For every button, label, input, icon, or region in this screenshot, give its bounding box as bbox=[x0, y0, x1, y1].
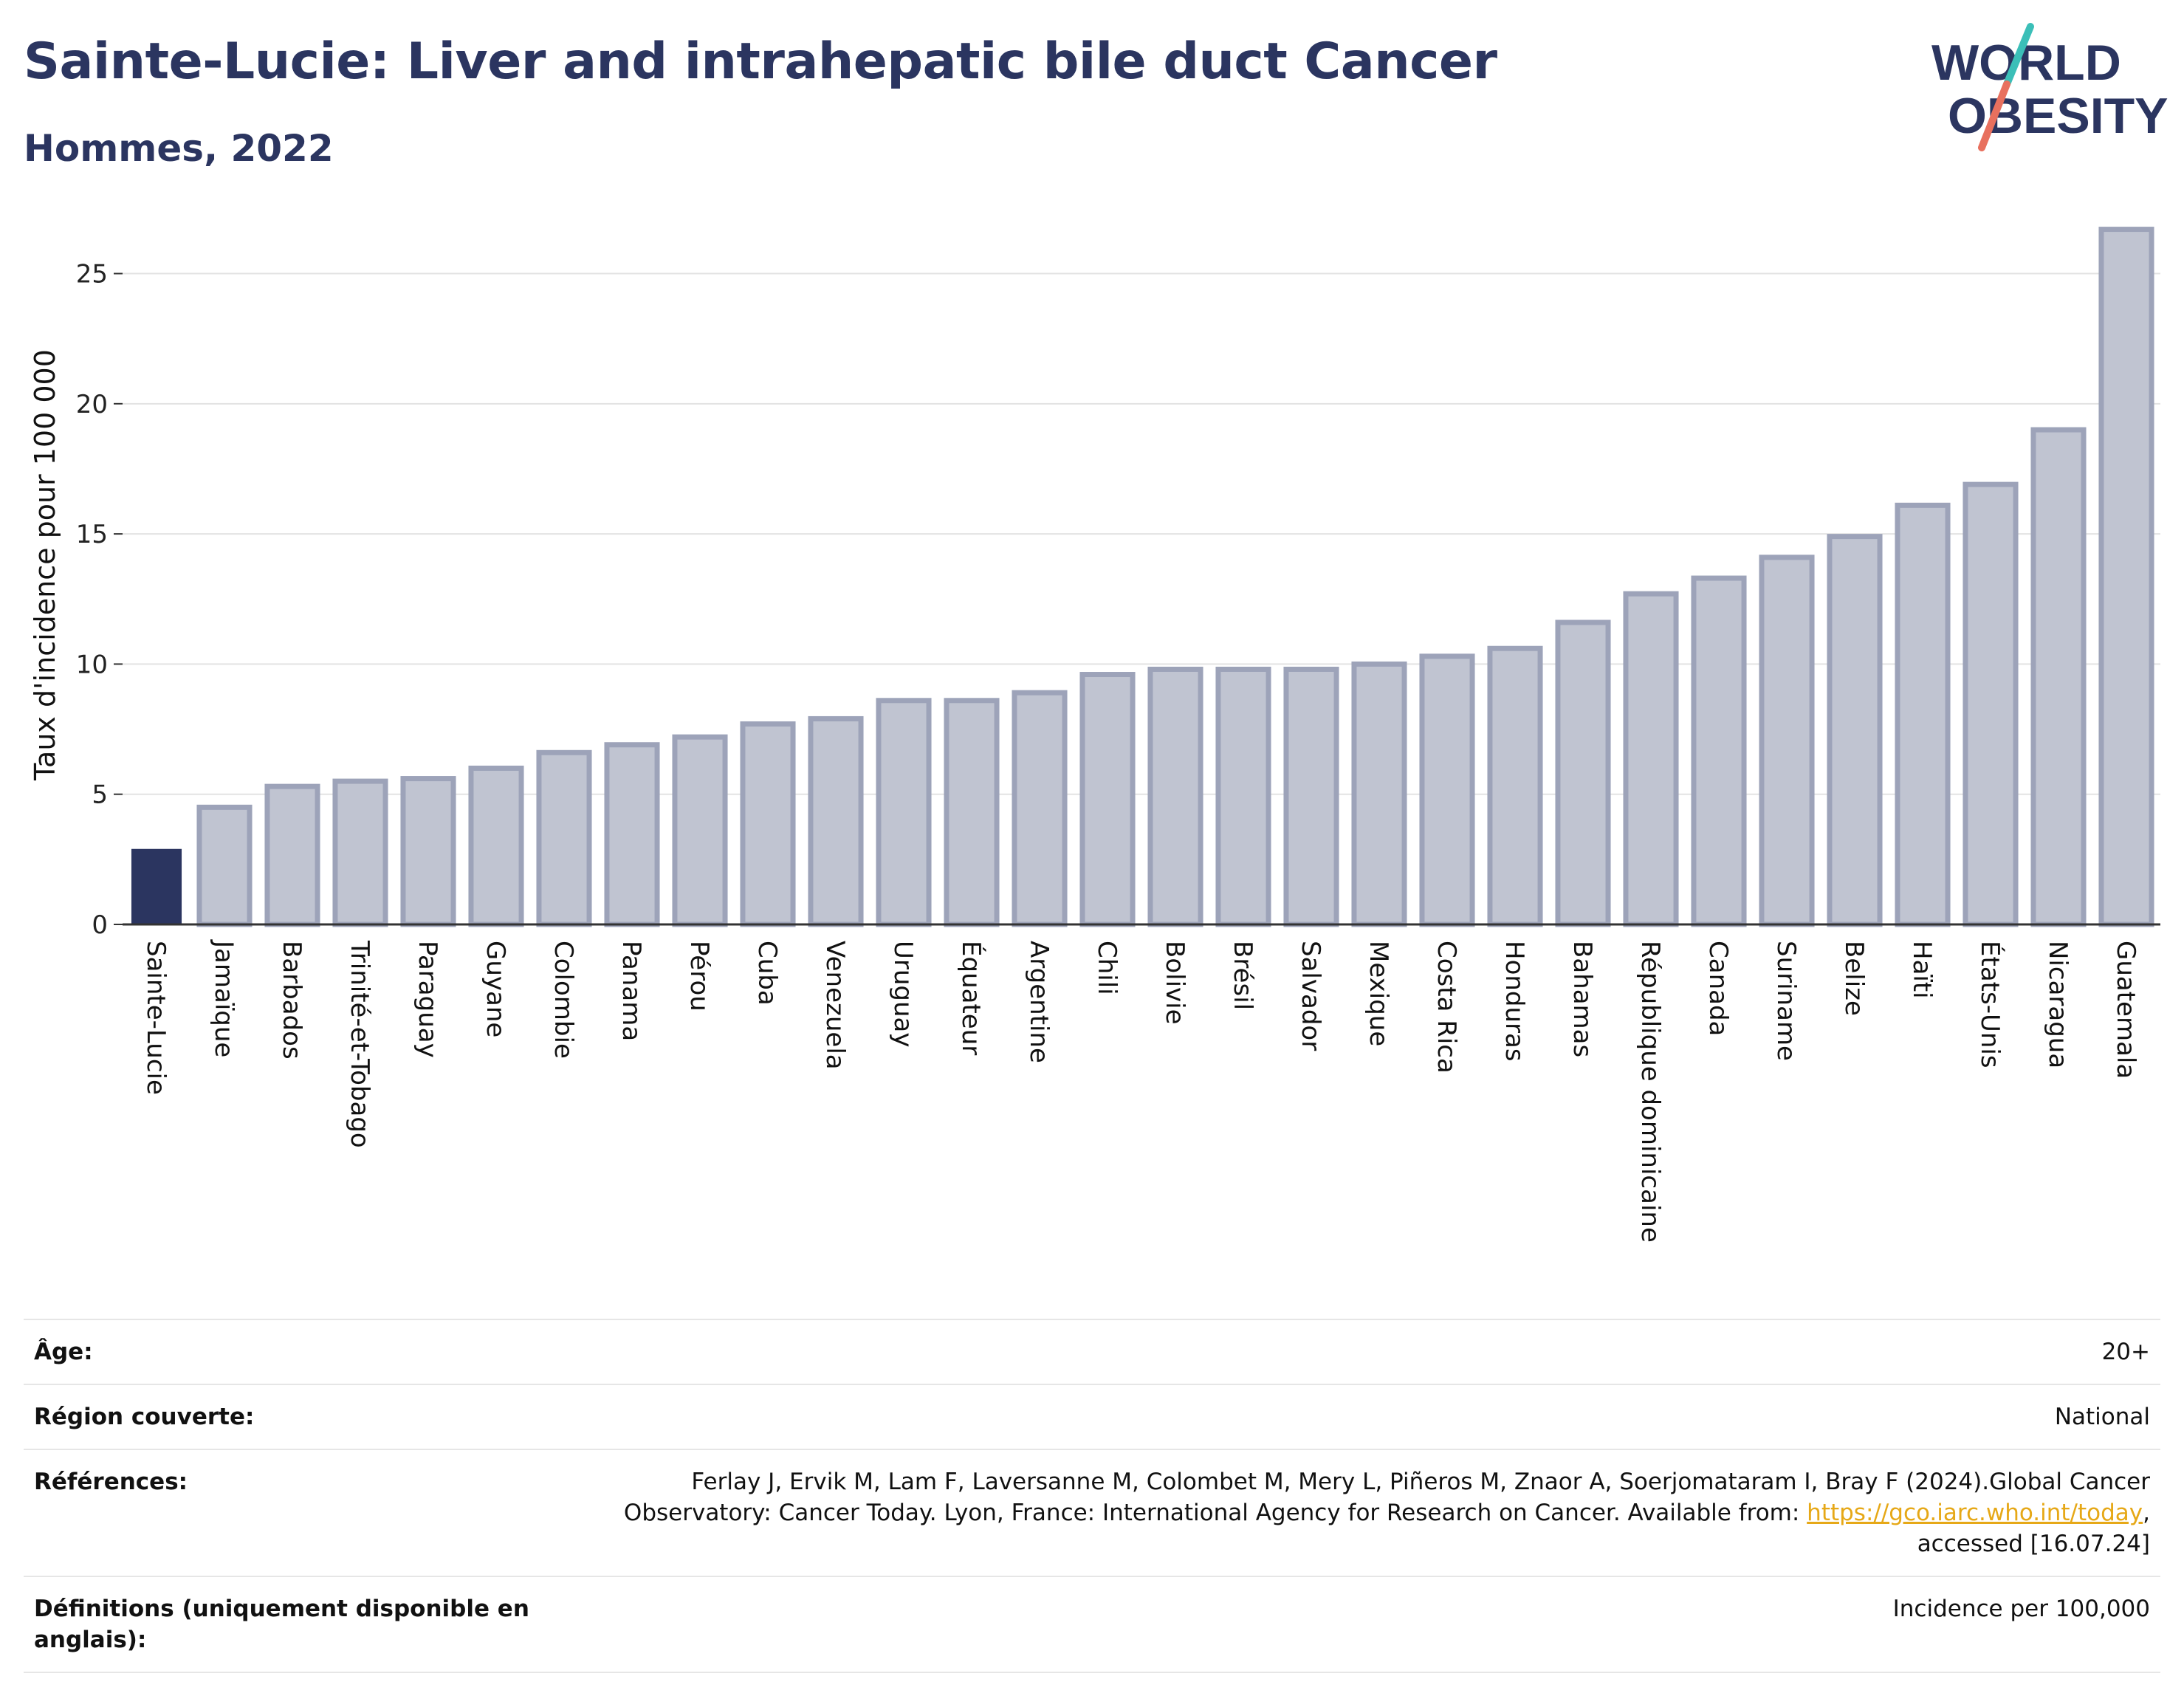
x-tick-label-9: Cuba bbox=[752, 941, 782, 1006]
y-tick-label-15: 15 bbox=[76, 520, 108, 549]
meta-value-region: National bbox=[2054, 1404, 2150, 1430]
x-tick-label-14: Chili bbox=[1092, 941, 1122, 995]
bar-8 bbox=[672, 734, 728, 927]
bar-29 bbox=[2098, 227, 2154, 927]
bar-chart: 0 5 10 15 20 25 Sainte-Lucie Jamaïque Barbados Tr… bbox=[29, 227, 2160, 1243]
x-tick-label-28: Nicaragua bbox=[2043, 941, 2073, 1068]
x-tick-label-4: Paraguay bbox=[413, 941, 442, 1058]
x-tick-label-20: Honduras bbox=[1500, 941, 1529, 1062]
bar-24 bbox=[1759, 555, 1815, 927]
meta-value-age: 20+ bbox=[2101, 1339, 2150, 1365]
bars bbox=[131, 227, 2154, 927]
y-tick-label-10: 10 bbox=[76, 650, 108, 679]
world-obesity-logo: WORLD OBESITY bbox=[1931, 23, 2168, 151]
x-tick-label-2: Barbados bbox=[277, 941, 306, 1060]
y-tick-label-25: 25 bbox=[76, 260, 108, 289]
x-tick-label-1: Jamaïque bbox=[209, 939, 238, 1057]
x-tick-label-0: Sainte-Lucie bbox=[141, 941, 171, 1095]
meta-row-age: Âge: 20+ bbox=[24, 1320, 2160, 1385]
reference-link[interactable]: https://gco.iarc.who.int/today bbox=[1807, 1500, 2143, 1526]
meta-row-region: Région couverte: National bbox=[24, 1385, 2160, 1450]
x-tick-label-29: Guatemala bbox=[2111, 941, 2140, 1079]
chart-title: Sainte-Lucie: Liver and intrahepatic bil… bbox=[24, 32, 1497, 91]
bar-10 bbox=[808, 715, 864, 927]
y-tick-label-5: 5 bbox=[92, 780, 108, 810]
logo-slash-red bbox=[1978, 80, 2010, 151]
bar-6 bbox=[536, 749, 592, 927]
x-tick-label-13: Argentine bbox=[1024, 941, 1054, 1063]
bar-7 bbox=[604, 742, 660, 927]
y-tick-label-20: 20 bbox=[76, 390, 108, 419]
reference-text: Ferlay J, Ervik M, Lam F, Laversanne M, … bbox=[623, 1469, 2150, 1526]
bar-12 bbox=[944, 698, 1000, 927]
bar-0 bbox=[131, 848, 182, 924]
x-tick-label-7: Panama bbox=[617, 941, 646, 1041]
bar-14 bbox=[1079, 672, 1136, 927]
x-tick-label-22: République dominicaine bbox=[1635, 941, 1665, 1243]
meta-row-references: Références: Ferlay J, Ervik M, Lam F, La… bbox=[24, 1450, 2160, 1577]
bar-18 bbox=[1351, 661, 1407, 927]
bar-5 bbox=[468, 765, 524, 927]
y-tick-label-0: 0 bbox=[92, 910, 108, 940]
logo-slash-teal bbox=[2003, 23, 2034, 88]
bar-1 bbox=[196, 804, 253, 927]
meta-value-definitions: Incidence per 100,000 bbox=[1892, 1596, 2150, 1622]
x-tick-label-24: Suriname bbox=[1771, 941, 1801, 1061]
bar-15 bbox=[1147, 666, 1203, 927]
bar-25 bbox=[1827, 534, 1883, 927]
meta-label-definitions: Définitions (uniquement disponible en an… bbox=[34, 1596, 529, 1653]
bar-4 bbox=[400, 776, 456, 927]
x-tick-label-17: Salvador bbox=[1296, 941, 1325, 1051]
bar-23 bbox=[1691, 575, 1747, 927]
bar-22 bbox=[1623, 591, 1679, 927]
meta-value-references: Ferlay J, Ervik M, Lam F, Laversanne M, … bbox=[563, 1466, 2150, 1559]
x-tick-label-10: Venezuela bbox=[820, 941, 850, 1070]
bar-16 bbox=[1215, 666, 1271, 927]
bar-17 bbox=[1283, 666, 1339, 927]
chart-subtitle: Hommes, 2022 bbox=[24, 127, 334, 170]
x-tick-label-5: Guyane bbox=[481, 941, 510, 1037]
metadata-table: Âge: 20+ Région couverte: National Référ… bbox=[24, 1319, 2160, 1673]
x-tick-label-11: Uruguay bbox=[888, 941, 918, 1048]
x-tick-label-26: Haïti bbox=[1907, 941, 1937, 999]
x-tick-label-6: Colombie bbox=[549, 941, 578, 1059]
bar-20 bbox=[1487, 645, 1543, 927]
x-tick-label-12: Équateur bbox=[956, 941, 986, 1055]
x-tick-label-21: Bahamas bbox=[1567, 941, 1597, 1057]
bar-2 bbox=[264, 783, 320, 927]
x-tick-label-27: États-Unis bbox=[1975, 941, 2005, 1068]
bar-27 bbox=[1962, 481, 2019, 927]
gridlines bbox=[123, 272, 2160, 795]
meta-row-definitions: Définitions (uniquement disponible en an… bbox=[24, 1577, 2160, 1673]
bar-26 bbox=[1895, 502, 1951, 927]
bar-11 bbox=[876, 698, 932, 927]
axes: 0 5 10 15 20 25 Sainte-Lucie Jamaïque Barbados Tr… bbox=[76, 260, 2160, 1243]
x-tick-label-8: Pérou bbox=[684, 941, 714, 1012]
x-tick-label-19: Costa Rica bbox=[1432, 941, 1461, 1074]
bar-28 bbox=[2030, 427, 2087, 927]
reference-accessed: , accessed [16.07.24] bbox=[1917, 1500, 2150, 1557]
y-axis-label: Taux d'incidence pour 100 000 bbox=[29, 349, 61, 781]
bar-3 bbox=[332, 778, 388, 927]
bar-9 bbox=[740, 721, 796, 927]
meta-label-age: Âge: bbox=[34, 1339, 93, 1365]
bar-19 bbox=[1419, 653, 1475, 927]
x-tick-label-3: Trinité-et-Tobago bbox=[345, 940, 374, 1148]
meta-label-region: Région couverte: bbox=[34, 1404, 255, 1430]
x-tick-label-16: Brésil bbox=[1228, 941, 1257, 1010]
x-tick-label-18: Mexique bbox=[1364, 941, 1393, 1046]
bar-21 bbox=[1555, 619, 1611, 927]
bar-13 bbox=[1012, 690, 1068, 927]
x-tick-label-23: Canada bbox=[1703, 941, 1733, 1036]
x-tick-label-15: Bolivie bbox=[1160, 941, 1189, 1025]
meta-label-references: Références: bbox=[34, 1469, 188, 1495]
x-tick-label-25: Belize bbox=[1839, 941, 1869, 1016]
